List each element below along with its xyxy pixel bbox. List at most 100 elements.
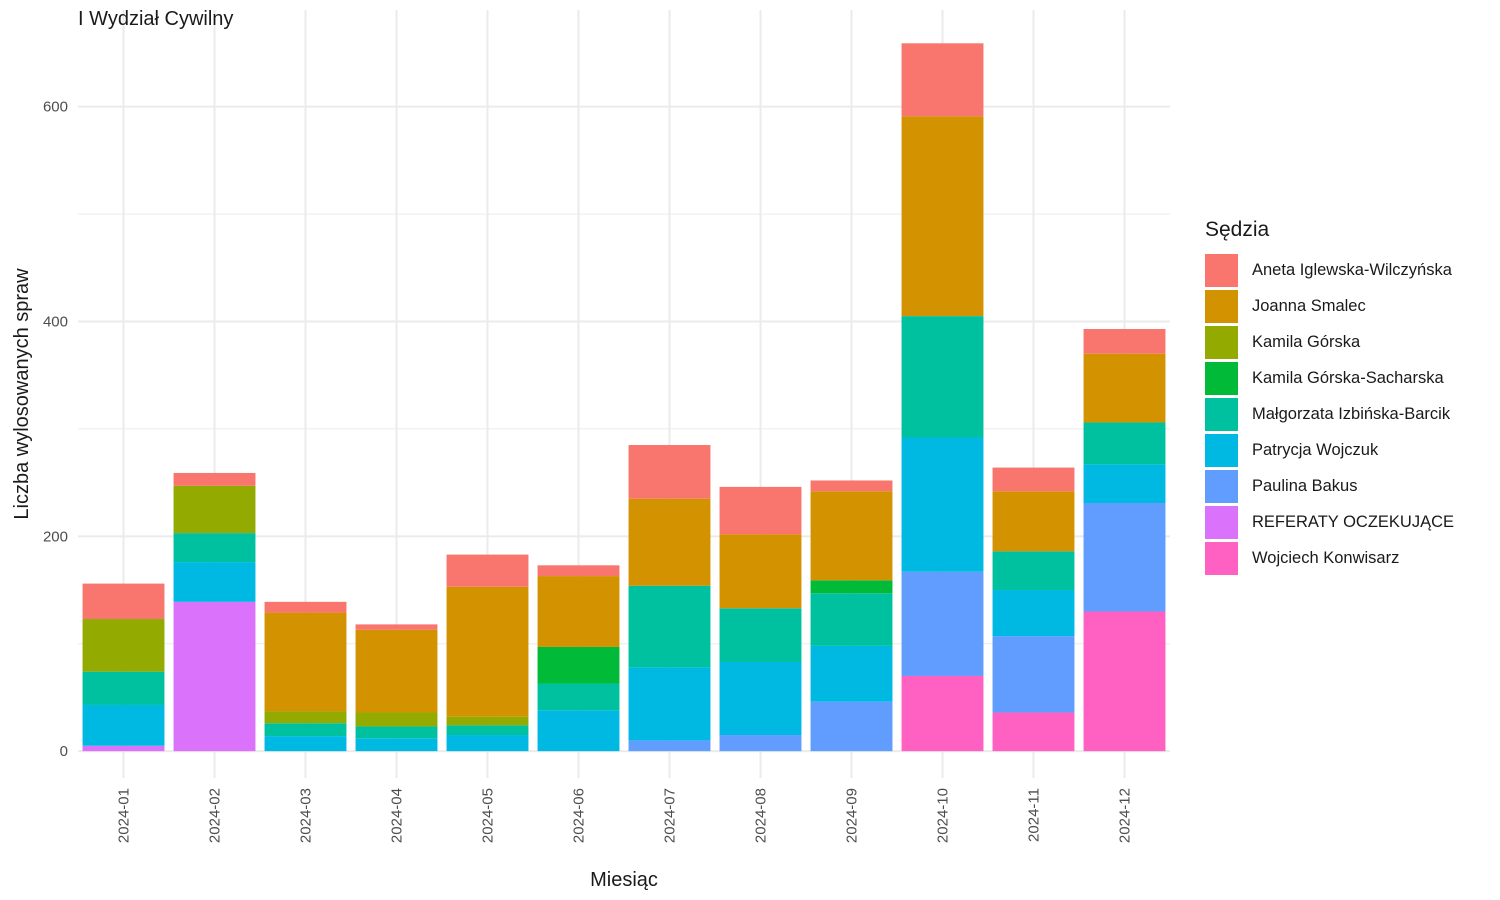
bar-segment [992,590,1075,637]
bar-segment [992,636,1075,713]
legend-key [1205,361,1238,395]
y-tick-label: 400 [43,313,68,330]
bar-segment [901,43,984,117]
bar-segment [719,735,802,752]
legend-key [1205,325,1238,359]
bar-segment [264,612,347,712]
y-tick-label: 0 [60,743,68,760]
legend-key [1205,397,1238,431]
bar-segment [82,704,165,746]
legend-label: Patrycja Wojczuk [1252,440,1379,459]
bar-segment [810,480,893,492]
legend-item: Aneta Iglewska-Wilczyńska [1205,252,1454,288]
bar-segment [992,467,1075,492]
legend-label: Wojciech Konwisarz [1252,548,1400,567]
bar-segment [992,712,1075,752]
bar-segment [719,608,802,662]
legend-item: Paulina Bakus [1205,468,1454,504]
bar-segment [355,738,438,752]
legend-item: Wojciech Konwisarz [1205,540,1454,576]
bar-segment [264,601,347,613]
bar-segment [719,486,802,535]
bar-segment [537,565,620,577]
legend-item: Kamila Górska-Sacharska [1205,360,1454,396]
bar-segment [537,683,620,711]
x-tick-label: 2024-12 [1117,788,1134,843]
bar-segment [719,534,802,609]
x-tick-label: 2024-01 [116,788,133,843]
facet-title: I Wydział Cywilny [78,8,234,30]
bar-segment [446,716,529,726]
bar-segment [1083,503,1166,612]
legend-items: Aneta Iglewska-Wilczyńska Joanna Smalec Ka… [1205,252,1454,576]
bar-segment [901,571,984,676]
bar-segment [810,580,893,594]
bar-segment [173,485,256,534]
bar-segment [628,585,711,668]
legend-item: REFERATY OCZEKUJĄCE [1205,504,1454,540]
bar-segment [810,645,893,702]
x-tick-label: 2024-07 [662,788,679,843]
legend-item: Patrycja Wojczuk [1205,432,1454,468]
x-tick-label: 2024-04 [389,788,406,843]
legend-label: Kamila Górska [1252,332,1361,351]
legend-key [1205,541,1238,575]
bar-segment [628,445,711,499]
bar-segment [992,491,1075,552]
bar-segment [992,551,1075,591]
legend-label: Małgorzata Izbińska-Barcik [1252,404,1451,423]
legend-key [1205,289,1238,323]
legend-item: Joanna Smalec [1205,288,1454,324]
bar-segment [537,646,620,684]
bar-segment [537,576,620,647]
bar-segment [264,723,347,737]
x-tick-label: 2024-05 [480,788,497,843]
legend-item: Małgorzata Izbińska-Barcik [1205,396,1454,432]
bar-segment [82,583,165,620]
bar-segment [173,472,256,486]
bar-segment [901,437,984,572]
bar-segment [719,661,802,736]
bar-segment [628,498,711,586]
bar-segment [901,675,984,752]
legend-key [1205,469,1238,503]
bar-segment [82,671,165,705]
bar-segment [355,726,438,739]
bar-segment [537,710,620,752]
x-tick-label: 2024-10 [935,788,952,843]
x-tick-label: 2024-03 [298,788,315,843]
bar-segment [264,736,347,752]
bar-segment [901,316,984,438]
bar-segment [1083,353,1166,423]
bar-segment [446,735,529,752]
bar-segment [810,701,893,752]
bar-segment [355,624,438,630]
bar-segment [1083,464,1166,504]
bar-segment [446,586,529,717]
legend-label: Kamila Górska-Sacharska [1252,368,1444,387]
bar-segment [1083,611,1166,752]
bar-segment [264,711,347,724]
bar-segment [810,491,893,581]
y-tick-label: 600 [43,99,68,116]
bar-segment [628,667,711,741]
x-tick-label: 2024-02 [207,788,224,843]
legend-label: REFERATY OCZEKUJĄCE [1252,512,1455,531]
bar-segment [446,725,529,736]
bar-segment [82,745,165,752]
legend-key [1205,433,1238,467]
bar-segment [446,554,529,587]
bar-segment [173,562,256,602]
bar-segment [173,601,256,752]
legend-title: Sędzia [1205,218,1270,241]
bar-segment [1083,422,1166,465]
bar-segment [1083,329,1166,354]
bar-segment [810,593,893,646]
bar-segment [355,629,438,713]
legend-item: Kamila Górska [1205,324,1454,360]
y-axis-title: Liczba wylosowanych spraw [11,268,33,520]
legend-key [1205,253,1238,287]
legend: Sędzia Aneta Iglewska-Wilczyńska Joanna S… [1205,218,1454,576]
legend-label: Aneta Iglewska-Wilczyńska [1252,260,1452,279]
